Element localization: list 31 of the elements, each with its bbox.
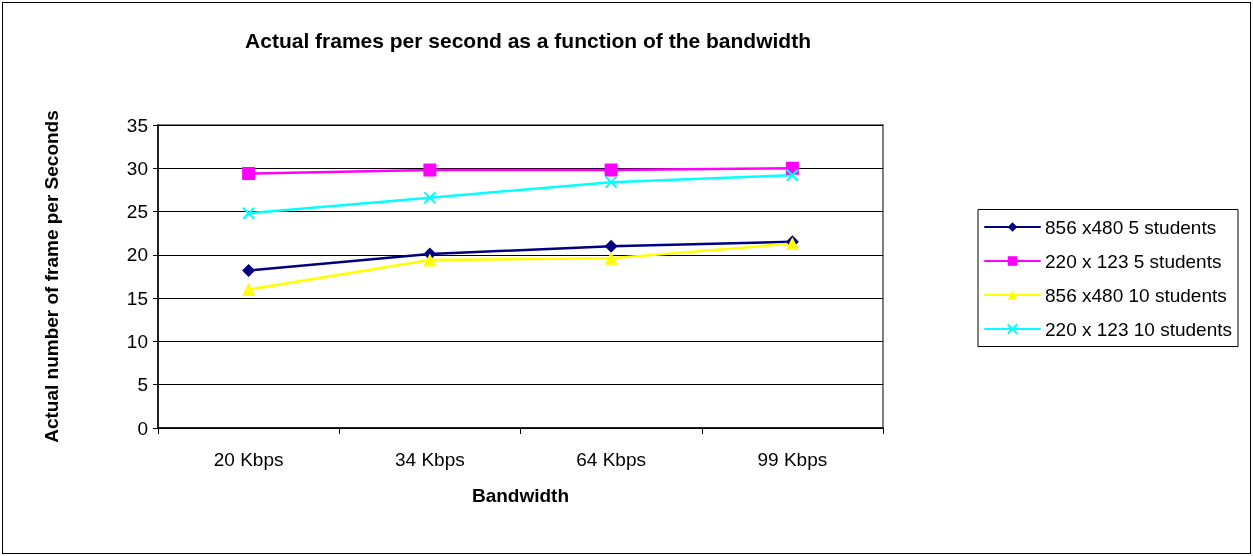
y-tick-label: 35 <box>126 114 148 136</box>
legend-label: 856 x480 10 students <box>1045 284 1227 306</box>
y-tick-label: 25 <box>126 201 148 223</box>
legend-label: 220 x 123 5 students <box>1045 250 1222 272</box>
legend-label: 856 x480 5 students <box>1045 216 1217 238</box>
y-axis-title: Actual number of frame per Seconds <box>40 110 62 443</box>
x-tick-label: 99 Kbps <box>757 449 828 470</box>
y-tick-label: 20 <box>126 244 148 266</box>
y-tick-label: 15 <box>126 287 148 309</box>
y-tick-label: 10 <box>126 330 148 352</box>
point <box>785 168 799 182</box>
x-tick-label: 64 Kbps <box>576 449 646 470</box>
y-tick-label: 5 <box>137 374 148 396</box>
point <box>604 239 618 253</box>
x-tick-label: 34 Kbps <box>395 449 465 470</box>
point <box>242 206 256 220</box>
point <box>604 251 618 265</box>
x-tick-label: 20 Kbps <box>213 449 284 470</box>
point <box>423 253 437 267</box>
point <box>604 163 618 177</box>
point <box>242 166 256 180</box>
point <box>423 191 437 205</box>
point <box>242 282 256 296</box>
y-tick-label: 30 <box>126 157 148 179</box>
point <box>423 163 437 177</box>
point <box>604 175 618 189</box>
x-axis-title: Bandwidth <box>471 485 570 506</box>
chart-title: Actual frames per second as a function of the bandwidth <box>245 29 811 52</box>
point <box>242 263 256 277</box>
y-tick-label: 0 <box>137 417 148 439</box>
legend-label: 220 x 123 10 students <box>1045 318 1233 340</box>
